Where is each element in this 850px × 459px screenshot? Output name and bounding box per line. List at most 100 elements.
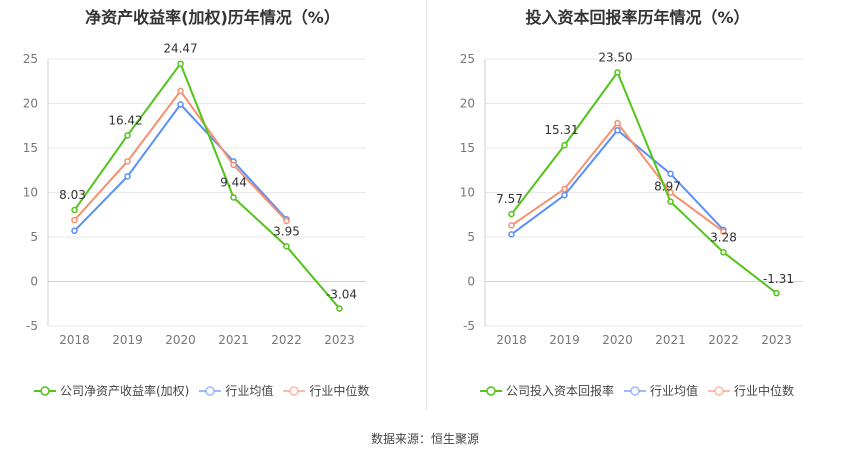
right-series-point-2	[614, 119, 621, 127]
left-y-tick-label: 20	[23, 97, 38, 111]
left-data-label: 3.95	[273, 224, 300, 238]
right-series-point-0	[561, 141, 568, 149]
left-x-tick-label: 2023	[324, 333, 355, 347]
legend-label: 公司净资产收益率(加权)	[60, 384, 190, 398]
left-x-tick-label: 2021	[218, 333, 249, 347]
chart-divider	[426, 0, 427, 410]
right-series-point-0	[508, 210, 515, 218]
left-series-point-2	[124, 158, 131, 165]
right-y-tick-label: 20	[460, 97, 475, 111]
right-chart: -5 0 5 10 15 20 25 2018 2019 2020 2021 2022 2023 7.57…	[460, 50, 803, 347]
left-y-tick-label: 15	[23, 141, 38, 155]
right-data-label: 15.31	[544, 123, 578, 137]
legend-swatch-icon	[283, 385, 306, 396]
right-y-tick-label: 0	[467, 275, 475, 289]
right-data-label: 7.57	[496, 192, 523, 206]
right-x-tick-label: 2018	[496, 333, 527, 347]
left-x-tick-label: 2019	[112, 333, 143, 347]
legend-item[interactable]: 行业均值	[624, 382, 698, 399]
left-series-point-0	[177, 60, 184, 67]
legend-swatch-icon	[34, 385, 56, 396]
right-y-tick-label: 10	[460, 186, 475, 200]
right-series-point-2	[667, 189, 674, 196]
right-series-point-0	[614, 69, 621, 76]
right-series-point-1	[508, 231, 515, 238]
right-y-tick-label: -5	[463, 319, 475, 333]
left-series-point-2	[177, 87, 184, 95]
right-data-label: 3.28	[710, 230, 737, 244]
right-y-tick-label: 15	[460, 141, 475, 155]
right-x-tick-label: 2023	[761, 333, 792, 347]
legend-label: 行业均值	[225, 384, 274, 398]
legend-label: 行业中位数	[309, 384, 370, 398]
right-data-label: -1.31	[763, 272, 794, 286]
right-series-line-2	[510, 121, 725, 233]
left-series-point-0	[71, 206, 78, 214]
legend-label: 行业均值	[650, 384, 699, 398]
left-y-tick-label: 10	[23, 186, 38, 200]
legend-item[interactable]: 公司净资产收益率(加权)	[34, 382, 189, 399]
left-series-point-1	[177, 101, 184, 108]
right-series-point-1	[561, 191, 568, 199]
legend-item[interactable]: 行业中位数	[708, 382, 794, 399]
right-series-point-1	[667, 170, 674, 178]
left-data-label: 8.03	[59, 188, 86, 202]
left-y-tick-label: 5	[30, 230, 38, 244]
left-y-tick-label: -5	[26, 319, 38, 333]
data-source: 数据来源：恒生聚源	[370, 432, 479, 446]
right-x-tick-label: 2021	[655, 333, 686, 347]
right-series-point-0	[773, 289, 780, 297]
left-series-point-2	[71, 216, 78, 224]
left-chart-title: 净资产收益率(加权)历年情况（%）	[85, 8, 340, 27]
legend-label: 行业中位数	[734, 384, 795, 398]
legend-swatch-icon	[708, 385, 731, 396]
left-data-label: 24.47	[163, 42, 197, 56]
left-y-tick-label: 0	[30, 275, 38, 289]
left-series-point-0	[230, 194, 237, 201]
right-y-tick-label: 25	[460, 52, 475, 66]
legend-item[interactable]: 行业中位数	[283, 382, 369, 399]
legend-swatch-icon	[199, 385, 222, 396]
right-series-point-0	[720, 249, 727, 256]
left-series-point-1	[71, 227, 78, 235]
right-data-label: 23.50	[598, 50, 632, 64]
left-series-point-0	[124, 132, 131, 139]
right-x-tick-label: 2022	[708, 333, 739, 347]
right-series-point-0	[667, 198, 674, 205]
left-series-point-2	[283, 217, 290, 225]
left-series-point-1	[124, 173, 131, 180]
legend-swatch-icon	[624, 385, 647, 396]
right-series-point-1	[614, 126, 621, 134]
right-chart-legend: 公司投入资本回报率 行业均值 行业中位数	[480, 382, 804, 399]
legend-item[interactable]: 公司投入资本回报率	[480, 382, 614, 399]
right-series-line-1	[510, 128, 725, 236]
legend-label: 公司投入资本回报率	[506, 384, 615, 398]
right-x-tick-label: 2020	[602, 333, 633, 347]
left-x-tick-label: 2022	[271, 333, 302, 347]
right-series-line-0	[510, 70, 778, 294]
left-data-label: -3.04	[326, 288, 357, 302]
right-series-point-2	[561, 185, 568, 193]
left-chart-legend: 公司净资产收益率(加权) 行业均值 行业中位数	[34, 382, 379, 399]
right-y-tick-label: 5	[467, 230, 475, 244]
left-series-line-0	[73, 61, 341, 310]
right-data-label: 8.97	[654, 180, 681, 194]
left-x-tick-label: 2018	[59, 333, 90, 347]
left-data-label: 9.44	[220, 175, 247, 189]
left-series-point-0	[283, 243, 290, 250]
left-series-line-2	[73, 89, 288, 222]
right-chart-title: 投入资本回报率历年情况（%）	[525, 8, 750, 27]
left-series-point-0	[336, 305, 343, 312]
left-series-line-1	[73, 102, 288, 232]
legend-item[interactable]: 行业均值	[199, 382, 273, 399]
legend-swatch-icon	[480, 385, 502, 396]
right-x-tick-label: 2019	[549, 333, 580, 347]
right-series-point-2	[508, 222, 515, 229]
left-y-tick-label: 25	[23, 52, 38, 66]
left-x-tick-label: 2020	[165, 333, 196, 347]
left-chart: -5 0 5 10 15 20 25 2018 2019 2020 2021 2022 2023 8.03…	[23, 42, 366, 347]
left-series-point-2	[230, 161, 237, 169]
left-data-label: 16.42	[108, 113, 142, 127]
